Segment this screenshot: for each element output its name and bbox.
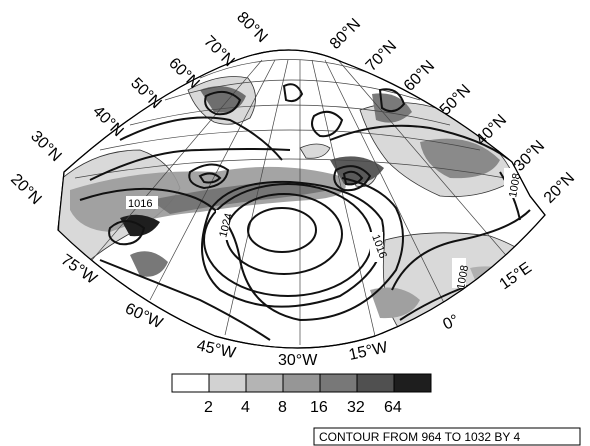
lon-label-30w: 30°W [278,352,318,369]
footnote-box [313,427,581,446]
colorbar-box-7 [393,373,432,393]
colorbar-box-4 [282,373,321,393]
colorbar-box-5 [319,373,358,393]
colorbar-box-2 [208,373,247,393]
meridian-15e [337,59,511,261]
colorbar-box-1 [171,373,210,393]
parallel-60n [164,79,421,101]
contour-label-5: 1008 [507,172,523,198]
lon-label-45w: 45°W [195,337,238,362]
colorbar-tick-2: 2 [204,399,213,416]
lat-label-left-80n: 80°N [233,9,270,46]
lat-label-left-30n: 30°N [27,128,64,165]
parallel-40n [99,129,481,151]
low-center [333,165,372,192]
isobar-west-2 [119,116,283,161]
shade-center-1 [330,156,384,185]
lon-label-0: 0° [441,312,462,334]
contour-footnote: CONTOUR FROM 964 TO 1032 BY 4 [313,427,581,446]
lat-label-right-70n: 70°N [363,38,400,75]
isobar-west-outer [89,148,291,181]
isobar-east-2 [329,124,511,161]
contour-label-bg-3 [370,232,383,262]
lat-label-left-20n: 20°N [7,171,44,208]
footnote-text: CONTOUR FROM 964 TO 1032 BY 4 [319,430,521,444]
iceland-island [299,143,331,159]
low-east [378,88,406,113]
lat-label-right-60n: 60°N [401,58,438,95]
low-center-inner [342,170,364,186]
shade-storm-2 [130,251,168,277]
lat-label-right-30n: 30°N [511,138,548,175]
meridian-60w [149,59,276,301]
lon-label-15w: 15°W [347,339,390,364]
low-northeast [311,110,344,138]
isobar-1024 [201,180,385,308]
contour-label-bg-4 [452,258,466,288]
low-northwest [204,90,242,116]
low-west [108,220,146,246]
map-border [57,49,546,349]
lat-label-right-20n: 20°N [541,170,578,207]
isobar-south-west [99,259,271,341]
colorbar-tick-16: 16 [310,399,328,416]
parallel-30n [74,158,506,179]
isobar-1008 [391,209,531,291]
contour-label-4: 1008 [455,264,471,290]
colorbar-tick-4: 4 [241,399,250,416]
meridian-75w [91,59,263,261]
high-pressure-inner [247,207,317,253]
isobar-contours [79,83,531,341]
contour-label-bg-2 [216,210,229,240]
contour-label-bg-5 [504,168,518,198]
contour-label-1: 1016 [128,198,152,210]
colorbar-box-6 [356,373,395,393]
colorbar-tick-32: 32 [347,399,365,416]
precip-shading [70,86,520,319]
meridian-45w [224,59,289,336]
colorbar-box-3 [245,373,284,393]
low-north-2 [198,172,222,184]
parallel-50n [129,104,451,126]
low-north-3 [282,83,304,103]
shade-band-2 [150,182,330,214]
colorbar-tick-64: 64 [384,399,402,416]
meridian-0 [324,59,446,306]
colorbar: 2 4 8 16 32 64 [171,373,432,416]
lon-label-15e: 15°E [497,259,535,293]
contour-label-bg-1 [126,196,158,209]
colorbar-tick-8: 8 [278,399,287,416]
lat-label-right-80n: 80°N [327,16,364,53]
contour-labels: 1016 1024 1016 1008 1008 [126,168,523,291]
lat-label-right-40n: 40°N [473,112,510,149]
isobar-1016 [79,177,404,322]
shade-south-1 [370,287,420,319]
low-north-1 [188,163,230,190]
lat-label-right-50n: 50°N [437,82,474,119]
